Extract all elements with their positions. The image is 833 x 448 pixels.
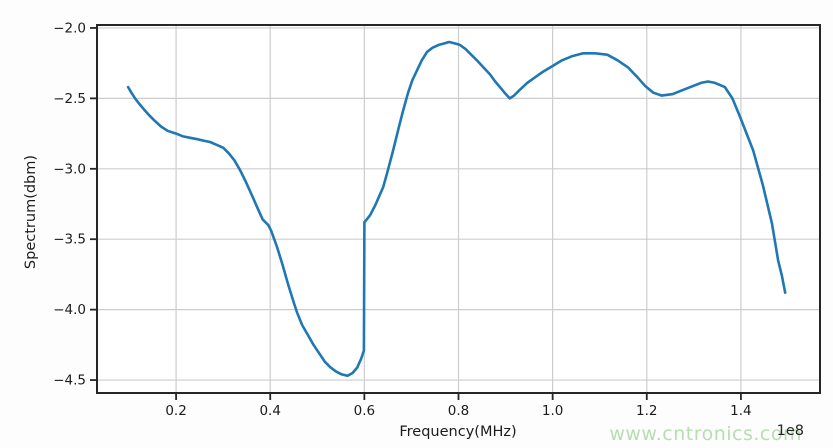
x-tick-label: 0.4 [259,403,280,419]
x-tick-label: 0.6 [354,403,375,419]
y-tick-label: −3.0 [53,161,86,177]
x-tick-label: 1.4 [730,403,751,419]
axes-spines [96,24,821,394]
y-tick-label: −4.5 [53,373,86,389]
series-line-spectrum [126,40,787,378]
y-tick-label: −2.0 [53,20,86,36]
x-tick-label: 0.2 [165,403,186,419]
y-tick-label: −4.0 [53,302,86,318]
x-tick-label: 1.2 [636,403,657,419]
x-tick-label: 1.0 [542,403,563,419]
y-tick-label: −3.5 [53,232,86,248]
x-tick-label: 0.8 [448,403,469,419]
y-tick-label: −2.5 [53,91,86,107]
